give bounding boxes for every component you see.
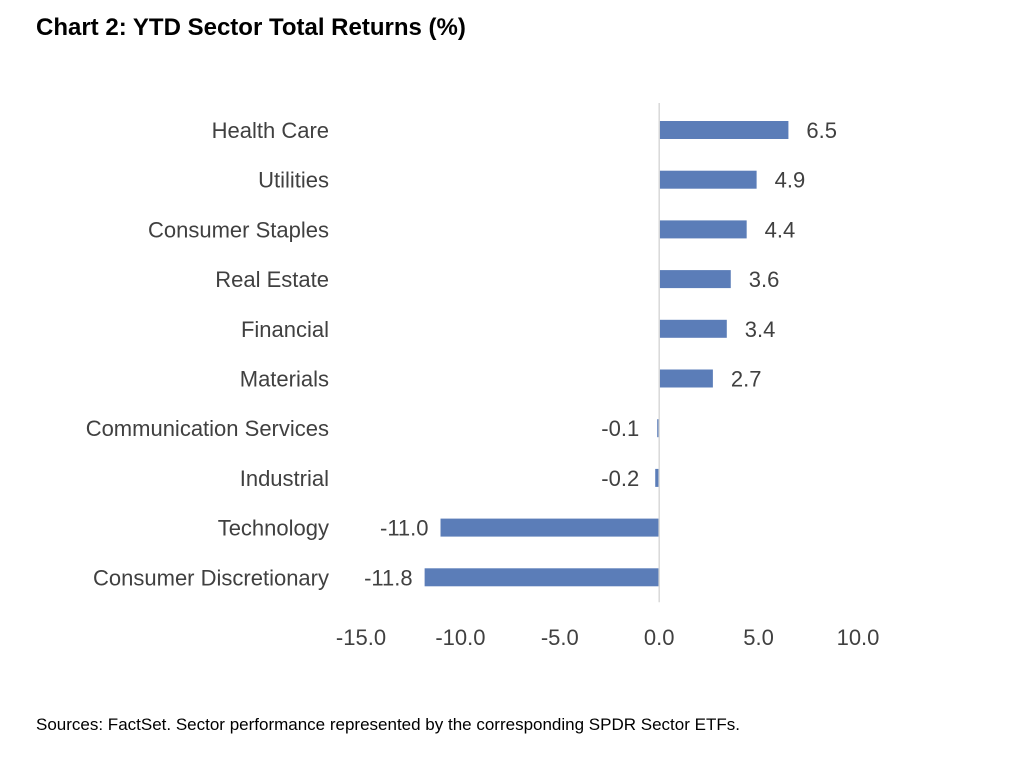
x-tick-label: 0.0 (644, 625, 675, 650)
x-tick-label: 10.0 (837, 625, 880, 650)
value-label: -11.0 (380, 516, 429, 541)
bar (659, 270, 731, 289)
category-label: Industrial (240, 466, 329, 491)
bar (659, 170, 757, 189)
x-tick-label: 5.0 (743, 625, 774, 650)
chart-title: Chart 2: YTD Sector Total Returns (%) (36, 14, 466, 41)
bar-chart: Health Care 6.5 Utilities 4.9 Consumer Stapl… (86, 103, 879, 650)
bars-layer (424, 121, 789, 587)
source-note: Sources: FactSet. Sector performance rep… (36, 715, 740, 734)
bar (424, 568, 660, 587)
value-label: -11.8 (364, 565, 413, 590)
category-label: Materials (240, 367, 329, 392)
x-tick-label: -10.0 (435, 625, 485, 650)
category-label: Consumer Discretionary (93, 565, 329, 590)
value-label: 3.4 (745, 317, 776, 342)
bar (659, 319, 727, 338)
value-label: 6.5 (806, 118, 837, 143)
bar (659, 369, 713, 388)
bar (655, 468, 660, 487)
x-axis-ticks: -15.0 -10.0 -5.0 0.0 5.0 10.0 (336, 625, 879, 650)
category-label: Utilities (258, 168, 329, 193)
value-label: -0.2 (601, 466, 639, 491)
labels-layer: Health Care 6.5 Utilities 4.9 Consumer Stapl… (86, 118, 837, 590)
category-label: Communication Services (86, 416, 329, 441)
bar (659, 121, 789, 139)
value-label: 2.7 (731, 367, 762, 392)
x-tick-label: -5.0 (541, 625, 579, 650)
category-label: Financial (241, 317, 329, 342)
bar (440, 518, 660, 537)
x-tick-label: -15.0 (336, 625, 386, 650)
value-label: 4.9 (775, 168, 806, 193)
value-label: -0.1 (601, 416, 639, 441)
category-label: Health Care (212, 118, 329, 143)
category-label: Technology (218, 516, 329, 541)
category-label: Consumer Staples (148, 217, 329, 242)
category-label: Real Estate (215, 267, 329, 292)
value-label: 4.4 (765, 217, 796, 242)
value-label: 3.6 (749, 267, 780, 292)
bar (659, 220, 747, 239)
bar (657, 419, 660, 438)
